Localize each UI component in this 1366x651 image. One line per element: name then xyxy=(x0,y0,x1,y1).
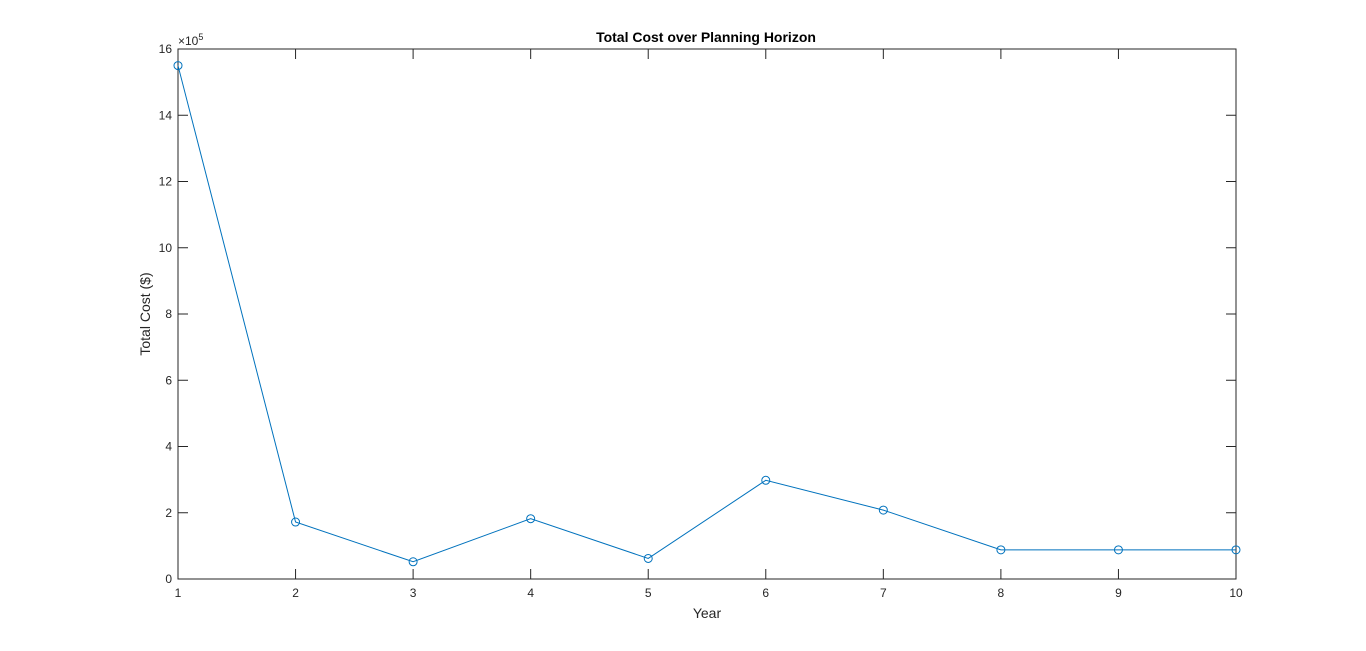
plot-area xyxy=(177,48,1237,580)
y-tick-label: 0 xyxy=(165,572,172,586)
y-axis-exponent-base: ×10 xyxy=(178,34,199,48)
data-point-marker xyxy=(996,545,1006,555)
x-tick-label: 10 xyxy=(1229,586,1243,600)
chart-title: Total Cost over Planning Horizon xyxy=(596,29,816,45)
x-tick-label: 2 xyxy=(292,586,299,600)
x-tick-label: 7 xyxy=(880,586,887,600)
x-tick-label: 3 xyxy=(410,586,417,600)
y-tick-label: 14 xyxy=(159,108,173,122)
data-point-marker xyxy=(526,514,536,524)
data-point-marker xyxy=(1231,545,1241,555)
y-tick-label: 6 xyxy=(165,373,172,387)
y-tick-label: 12 xyxy=(159,175,173,189)
data-point-marker xyxy=(173,61,183,71)
x-tick-label: 1 xyxy=(175,586,182,600)
y-tick-label: 8 xyxy=(165,307,172,321)
data-point-marker xyxy=(878,505,888,515)
series-group xyxy=(173,61,1241,567)
x-tick-label: 6 xyxy=(762,586,769,600)
x-tick-label: 8 xyxy=(998,586,1005,600)
y-tick-label: 10 xyxy=(159,241,173,255)
data-point-marker xyxy=(408,557,418,567)
series-line xyxy=(177,65,1236,563)
y-axis-exponent-power: 5 xyxy=(198,32,203,42)
y-axis-exponent: ×105 xyxy=(178,32,203,48)
x-tick-label: 9 xyxy=(1115,586,1122,600)
y-tick-label: 2 xyxy=(165,506,172,520)
y-tick-label: 16 xyxy=(159,42,173,56)
data-point-marker xyxy=(291,517,301,527)
data-point-marker xyxy=(643,553,653,563)
data-point-marker xyxy=(761,475,771,485)
y-tick-label: 4 xyxy=(165,440,172,454)
x-tick-label: 4 xyxy=(527,586,534,600)
tick-marks xyxy=(177,48,1237,580)
x-axis-label: Year xyxy=(693,605,722,621)
x-tick-label: 5 xyxy=(645,586,652,600)
x-tick-labels: 1 2 3 4 5 6 7 8 9 10 xyxy=(175,586,1243,600)
data-point-marker xyxy=(1113,545,1123,555)
y-axis-label: Total Cost ($) xyxy=(137,272,153,355)
y-tick-labels: 0 2 4 6 8 10 12 14 16 xyxy=(159,42,173,586)
